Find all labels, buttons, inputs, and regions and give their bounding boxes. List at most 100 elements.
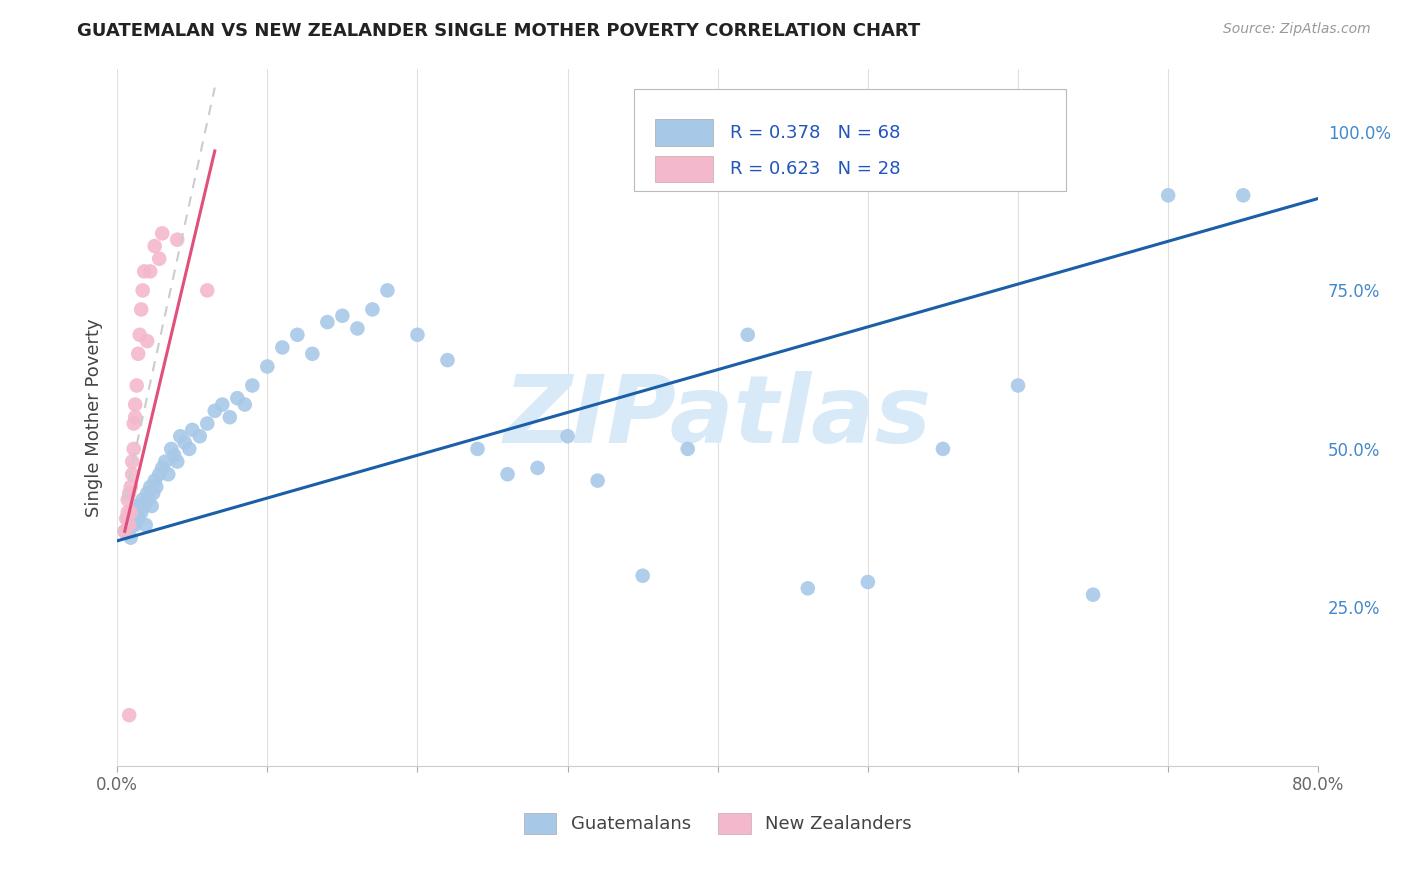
Y-axis label: Single Mother Poverty: Single Mother Poverty [86,318,103,516]
Point [141,499,163,513]
Point [163,448,186,462]
Point [138,492,160,507]
Point [128,499,150,513]
Point [1157,188,1180,202]
Point [145,480,167,494]
Point [218,410,240,425]
Point [135,518,157,533]
Point [195,417,218,431]
Point [155,454,177,468]
Legend: Guatemalans, New Zealanders: Guatemalans, New Zealanders [524,813,911,833]
Point [129,302,152,317]
Point [148,252,170,266]
Point [128,327,150,342]
Point [467,442,489,456]
Point [557,429,579,443]
Point [118,486,141,500]
Point [256,359,278,374]
Point [122,442,145,456]
Point [120,505,142,519]
Point [127,511,149,525]
Point [377,284,399,298]
Point [121,518,143,533]
Point [125,378,148,392]
Point [166,454,188,468]
Point [181,423,204,437]
Point [114,524,136,539]
Point [797,582,820,596]
FancyBboxPatch shape [634,89,1066,191]
Point [271,341,294,355]
Point [226,391,249,405]
Point [129,505,152,519]
Point [139,264,162,278]
Point [173,435,195,450]
Point [157,467,180,482]
Text: R = 0.378   N = 68: R = 0.378 N = 68 [730,124,900,142]
Text: GUATEMALAN VS NEW ZEALANDER SINGLE MOTHER POVERTY CORRELATION CHART: GUATEMALAN VS NEW ZEALANDER SINGLE MOTHE… [77,22,921,40]
Point [118,518,141,533]
Point [233,397,256,411]
Text: R = 0.623   N = 28: R = 0.623 N = 28 [730,160,900,178]
Point [121,467,143,482]
Point [179,442,201,456]
Point [120,480,142,494]
Point [160,442,183,456]
Bar [655,156,713,182]
Point [125,505,148,519]
Point [166,233,188,247]
Point [117,505,139,519]
Point [148,467,170,482]
Point [1007,378,1029,392]
Point [124,499,146,513]
Point [436,353,458,368]
Point [122,511,145,525]
Point [117,492,139,507]
Point [496,467,519,482]
Point [361,302,384,317]
Point [142,486,165,500]
Text: Source: ZipAtlas.com: Source: ZipAtlas.com [1223,22,1371,37]
Point [169,429,191,443]
Point [285,327,308,342]
Point [118,518,141,533]
Point [121,454,143,468]
Point [136,334,159,348]
Point [118,708,141,723]
Point [856,574,879,589]
Text: ZIPatlas: ZIPatlas [503,371,932,463]
Point [132,492,155,507]
Point [124,518,146,533]
Point [332,309,354,323]
Point [136,486,159,500]
Point [526,461,548,475]
Point [240,378,263,392]
Point [115,511,138,525]
Point [127,347,149,361]
Point [195,284,218,298]
Point [122,417,145,431]
Point [406,327,429,342]
Point [301,347,323,361]
Point [124,410,146,425]
Point [139,480,162,494]
Point [143,239,166,253]
Point [316,315,339,329]
Point [143,474,166,488]
Point [117,511,139,525]
Point [150,227,173,241]
Point [120,531,142,545]
Point [1081,588,1104,602]
Point [150,461,173,475]
Point [134,264,156,278]
Point [932,442,955,456]
Point [586,474,609,488]
Point [631,568,654,582]
Point [346,321,368,335]
Point [114,524,136,539]
Point [676,442,699,456]
Point [124,397,146,411]
Point [132,284,155,298]
Point [188,429,211,443]
Point [204,404,226,418]
